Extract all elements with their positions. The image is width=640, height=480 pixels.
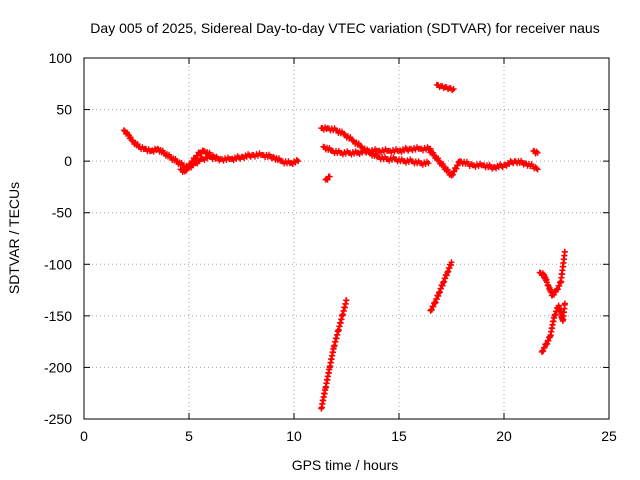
data-point — [430, 149, 437, 156]
x-axis-label: GPS time / hours — [292, 457, 399, 473]
data-point — [349, 137, 356, 144]
data-point — [534, 166, 541, 173]
data-points — [120, 81, 568, 412]
data-point — [183, 167, 190, 174]
x-tick-label: 20 — [496, 428, 512, 444]
x-tick-label: 10 — [286, 428, 302, 444]
data-point — [444, 166, 451, 173]
data-point — [211, 154, 218, 161]
x-tick-label: 15 — [391, 428, 407, 444]
data-point — [127, 134, 134, 141]
x-tick-label: 25 — [601, 428, 617, 444]
y-tick-label: -50 — [52, 205, 72, 221]
y-tick-label: -250 — [44, 411, 72, 427]
data-point — [120, 127, 127, 134]
data-point — [425, 160, 432, 167]
x-tick-label: 5 — [185, 428, 193, 444]
data-point — [448, 259, 455, 266]
data-point — [534, 149, 541, 156]
data-point — [341, 131, 348, 138]
data-point — [561, 248, 568, 255]
data-point — [295, 158, 302, 165]
data-point — [324, 176, 331, 183]
data-point — [561, 300, 568, 307]
data-point — [439, 160, 446, 167]
data-point — [533, 165, 540, 172]
grid-lines — [84, 58, 609, 419]
data-point — [343, 297, 350, 304]
y-tick-label: -150 — [44, 308, 72, 324]
y-tick-label: -100 — [44, 256, 72, 272]
y-axis-label: SDTVAR / TECUs — [6, 182, 22, 294]
data-point — [194, 152, 201, 159]
plot-frame — [83, 57, 610, 420]
data-point — [450, 85, 457, 92]
data-point — [187, 161, 194, 168]
data-point — [192, 155, 199, 162]
y-tick-label: -200 — [44, 359, 72, 375]
axis-ticks: 0 5 10 15 20 25 100 50 0 -50 -100 -150 -200 -250 — [44, 50, 617, 444]
data-point — [129, 137, 136, 144]
y-tick-label: 100 — [49, 50, 73, 66]
y-tick-label: 50 — [56, 102, 72, 118]
data-point — [326, 173, 333, 180]
data-point — [435, 155, 442, 162]
x-tick-label: 0 — [80, 428, 88, 444]
chart-title: Day 005 of 2025, Sidereal Day-to-day VTE… — [90, 20, 599, 36]
y-tick-label: 0 — [64, 153, 72, 169]
